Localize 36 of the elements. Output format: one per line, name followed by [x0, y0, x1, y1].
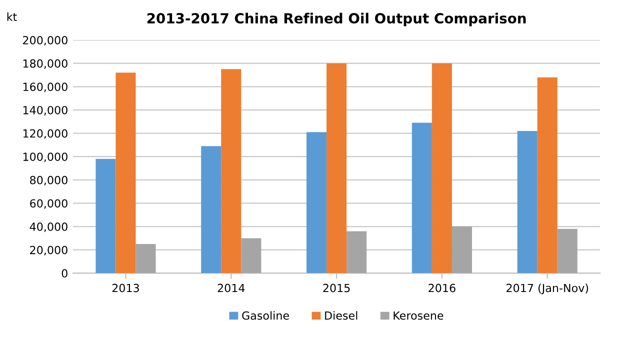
bar: [412, 122, 432, 274]
y-tick-label: 20,000: [30, 246, 68, 256]
y-tick-label: 100,000: [23, 152, 68, 162]
bar: [136, 244, 156, 274]
chart-title: 2013-2017 China Refined Oil Output Comparison: [147, 12, 526, 26]
bar: [96, 158, 116, 274]
bar: [116, 72, 136, 274]
bar: [241, 238, 262, 274]
y-tick-label: 0: [62, 269, 68, 278]
bar: [517, 130, 538, 274]
bar: [537, 77, 558, 274]
x-tick-label: 2014: [218, 284, 245, 292]
bar: [326, 63, 347, 274]
y-tick-label: 140,000: [23, 106, 68, 116]
y-tick-label: 200,000: [23, 36, 68, 46]
bar: [432, 63, 452, 274]
x-tick-label: 2016: [428, 284, 456, 292]
x-tick-label: 2013: [112, 284, 139, 292]
y-tick-label: 40,000: [30, 222, 68, 232]
y-tick-label: 80,000: [30, 176, 68, 186]
legend-label: Gasoline: [242, 311, 289, 320]
y-tick-label: 60,000: [30, 199, 68, 209]
y-tick-label: 180,000: [23, 59, 68, 69]
bar: [201, 146, 222, 274]
bar: [221, 69, 242, 274]
legend-label: Kerosene: [394, 312, 444, 320]
bar: [346, 231, 367, 274]
bar: [557, 228, 578, 274]
bar: [452, 226, 472, 274]
legend-label: Diesel: [325, 311, 358, 320]
bar: [306, 132, 327, 274]
y-tick-label: 120,000: [23, 129, 68, 139]
x-tick-label: 2015: [323, 284, 350, 292]
y-tick-label: 160,000: [23, 82, 68, 92]
y-axis-title: kt: [7, 12, 17, 21]
x-tick-label: 2017 (Jan-Nov): [506, 284, 588, 294]
